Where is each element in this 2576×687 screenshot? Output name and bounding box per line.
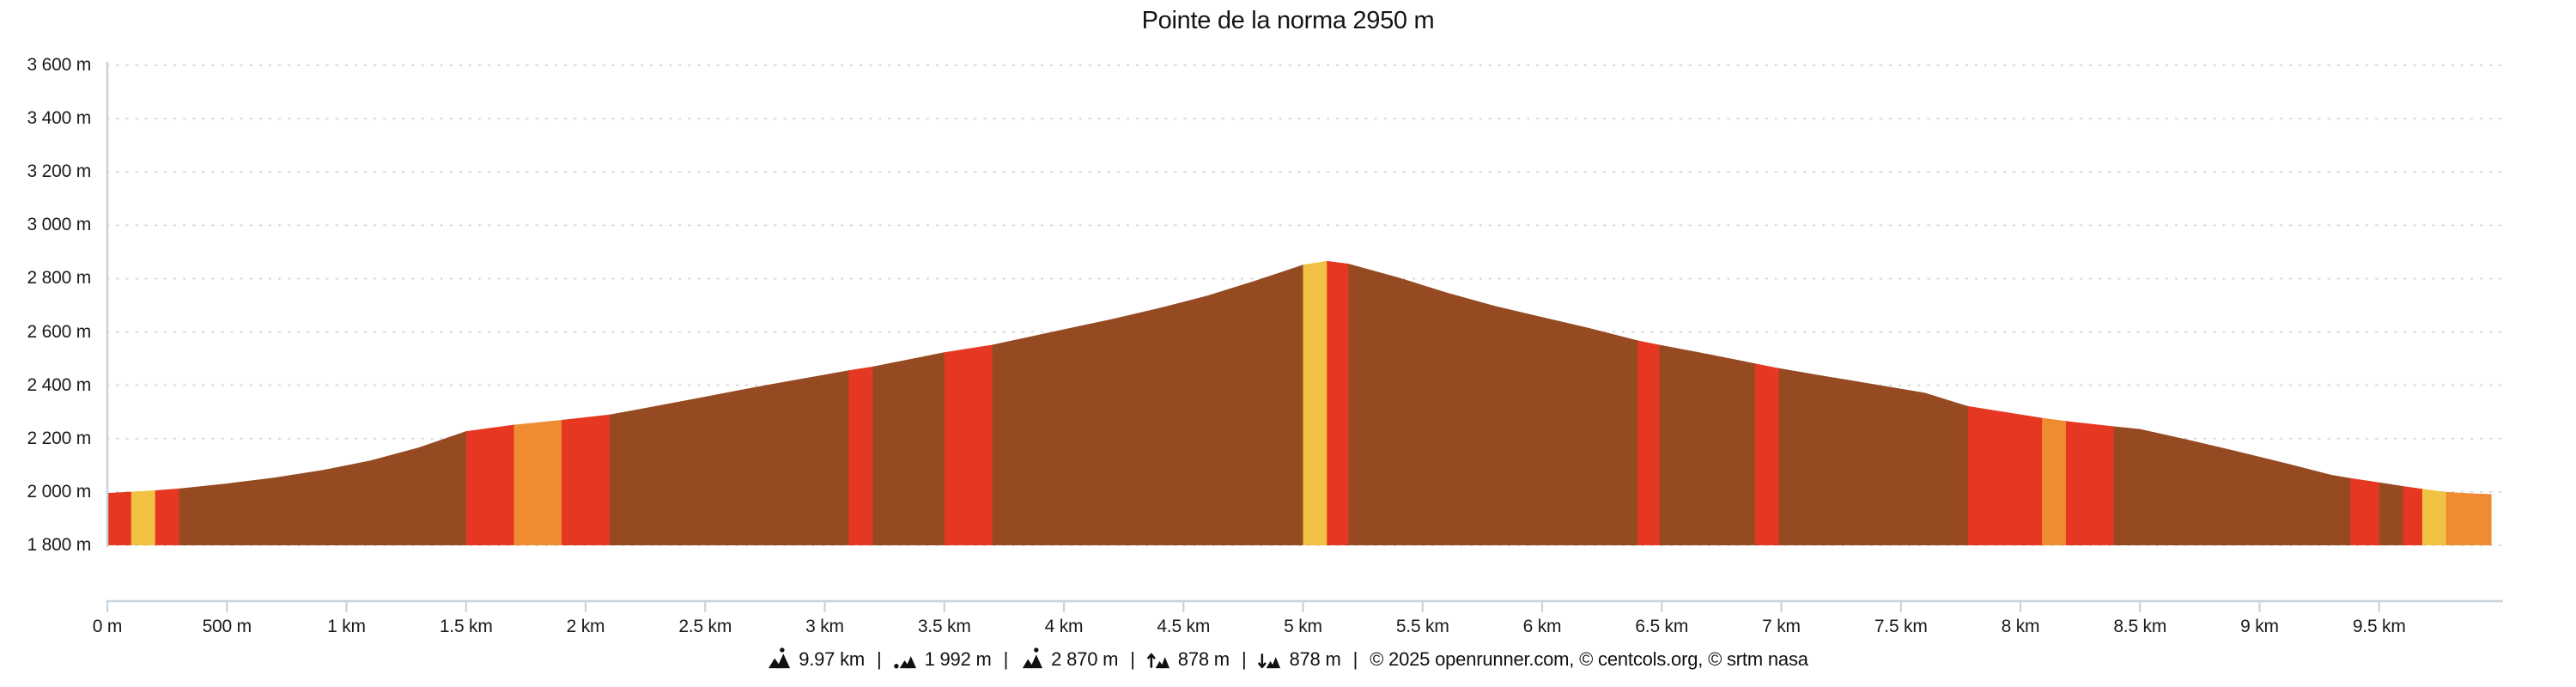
- gradient-segment-red: [465, 424, 515, 545]
- y-axis-label: 3 000 m: [27, 215, 92, 235]
- gradient-segment-red: [2065, 421, 2115, 545]
- stat-value: 9.97 km: [799, 647, 866, 670]
- x-axis-label: 1.5 km: [439, 617, 493, 636]
- gradient-segment-orange: [2042, 417, 2067, 545]
- gradient-segment-red: [562, 414, 611, 545]
- x-axis-label: 7.5 km: [1874, 617, 1928, 636]
- chart-title: Pointe de la norma 2950 m: [1141, 7, 1435, 34]
- y-axis-label: 3 400 m: [27, 108, 92, 129]
- gradient-segment-orange: [2445, 491, 2492, 545]
- min-elevation-icon: [893, 647, 917, 671]
- footer-stats-bar: 9.97 km | 1 992 m | 2 870 m | 878 m | 878 m | © 20…: [0, 647, 2576, 671]
- y-axis-label: 2 800 m: [27, 268, 92, 289]
- stat-value: 878 m: [1177, 647, 1230, 670]
- stat-separator: |: [1130, 647, 1135, 670]
- gradient-segment-brown: [2113, 426, 2352, 545]
- x-axis-label: 0 m: [92, 617, 123, 636]
- stat-value: 2 870 m: [1051, 647, 1119, 670]
- gradient-segment-red: [2403, 486, 2423, 545]
- y-axis-label: 2 000 m: [27, 481, 92, 502]
- gradient-segment-orange: [513, 420, 562, 545]
- gradient-segment-yellow: [1303, 260, 1328, 545]
- distance-icon: [768, 647, 791, 671]
- gradient-segment-red: [1327, 260, 1350, 545]
- x-axis-label: 5.5 km: [1395, 617, 1449, 636]
- stat-descent: 878 m: [1258, 647, 1341, 671]
- x-axis-label: 4 km: [1044, 617, 1084, 636]
- stat-value: 878 m: [1289, 647, 1341, 670]
- x-axis-label: 5 km: [1284, 617, 1322, 636]
- x-axis-label: 9 km: [2240, 617, 2279, 636]
- y-axis-label: 1 800 m: [27, 535, 92, 555]
- x-axis-label: 1 km: [327, 617, 366, 636]
- gradient-segment-yellow: [131, 490, 156, 545]
- y-axis-label: 2 400 m: [27, 374, 92, 395]
- x-axis-label: 8 km: [2001, 617, 2040, 636]
- descent-icon: [1258, 647, 1281, 671]
- gradient-segment-brown: [992, 264, 1304, 545]
- x-axis-label: 9.5 km: [2352, 617, 2406, 636]
- x-axis-label: 2.5 km: [678, 617, 732, 636]
- gradient-segment-brown: [179, 431, 467, 545]
- x-axis-label: 7 km: [1762, 617, 1801, 636]
- gradient-segment-red: [944, 344, 993, 545]
- x-axis-label: 6.5 km: [1635, 617, 1689, 636]
- gradient-segment-red: [848, 366, 873, 545]
- stat-ascent: 878 m: [1146, 647, 1230, 671]
- x-axis-label: 4.5 km: [1157, 617, 1211, 636]
- gradient-segment-yellow: [2421, 489, 2447, 545]
- gradient-segment-red: [107, 491, 132, 545]
- y-axis-label: 2 200 m: [27, 428, 92, 448]
- y-axis-label: 2 600 m: [27, 321, 92, 342]
- x-axis-label: 6 km: [1522, 617, 1562, 636]
- stat-separator: |: [1003, 647, 1009, 670]
- stat-distance: 9.97 km: [768, 647, 865, 671]
- copyright-text: © 2025 openrunner.com, © centcols.org, ©…: [1370, 647, 1808, 670]
- x-axis-label: 8.5 km: [2113, 617, 2167, 636]
- gradient-segment-brown: [1778, 368, 1969, 545]
- gradient-segment-brown: [2379, 482, 2404, 545]
- stat-min-elevation: 1 992 m: [893, 647, 992, 671]
- stat-separator: |: [1241, 647, 1247, 670]
- gradient-segment-brown: [609, 370, 850, 545]
- x-axis-label: 500 m: [202, 617, 252, 636]
- x-axis-label: 3.5 km: [917, 617, 971, 636]
- gradient-segment-brown: [1348, 264, 1639, 545]
- gradient-segment-red: [1967, 405, 2043, 545]
- x-axis-label: 3 km: [805, 617, 844, 636]
- stat-value: 1 992 m: [924, 647, 992, 670]
- y-axis-label: 3 200 m: [27, 161, 92, 182]
- gradient-segment-red: [155, 488, 180, 545]
- x-axis-label: 2 km: [566, 617, 605, 636]
- ascent-icon: [1146, 647, 1170, 671]
- stat-max-elevation: 2 870 m: [1020, 647, 1118, 671]
- stat-separator: |: [877, 647, 882, 670]
- y-axis-label: 3 600 m: [27, 55, 92, 75]
- gradient-segment-brown: [872, 352, 945, 545]
- max-elevation-icon: [1020, 647, 1043, 671]
- stat-separator: |: [1352, 647, 1358, 670]
- gradient-segment-red: [2350, 477, 2380, 545]
- gradient-segment-brown: [1659, 344, 1756, 545]
- gradient-segment-red: [1637, 340, 1661, 545]
- gradient-segment-red: [1754, 363, 1780, 545]
